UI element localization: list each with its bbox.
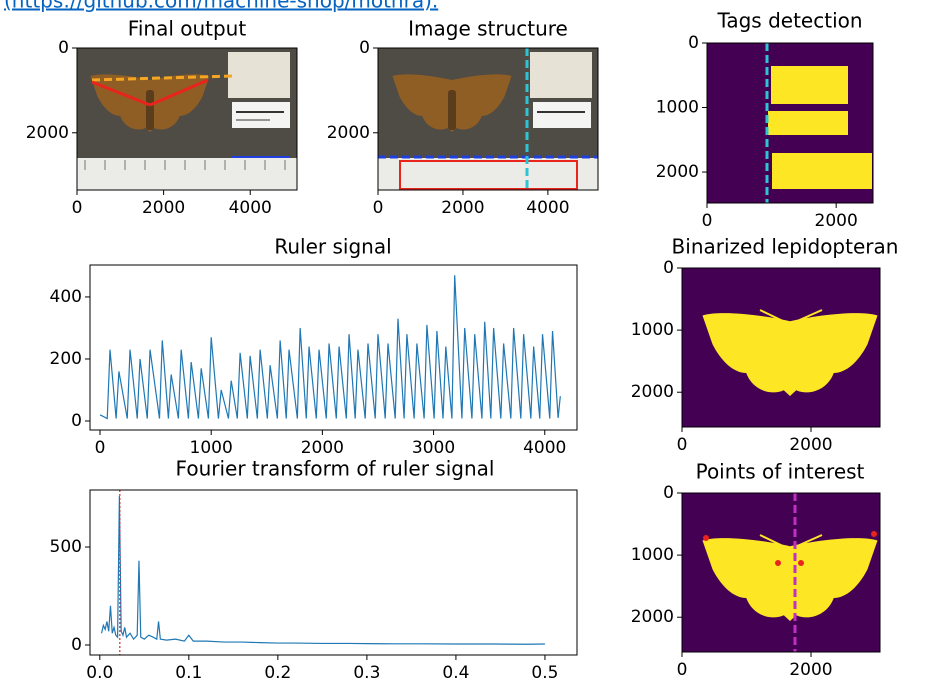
y-tick-label: 0 (359, 38, 370, 58)
chart-title: Binarized lepidopteran (672, 235, 899, 259)
y-tick-label: 2000 (631, 382, 674, 402)
header-link[interactable]: (https://github.com/machine-shop/mothra)… (4, 0, 438, 13)
y-tick-label: 500 (50, 537, 82, 557)
chart-title: Final output (128, 17, 247, 41)
x-tick-label: 2000 (789, 660, 832, 680)
y-tick-label: 0 (58, 38, 69, 58)
axes-frame (377, 47, 599, 191)
y-tick-label: 1000 (656, 98, 699, 118)
chart-title: Tags detection (716, 9, 862, 33)
y-tick-label: 200 (50, 349, 82, 369)
y-tick-label: 2000 (656, 162, 699, 182)
x-tick-label: 0.3 (353, 663, 380, 683)
line (99, 275, 561, 420)
y-tick-label: 2000 (631, 607, 674, 627)
x-tick-label: 0.5 (531, 663, 558, 683)
y-tick-label: 2000 (26, 123, 69, 143)
x-tick-label: 1000 (190, 438, 233, 458)
x-tick-label: 0 (95, 438, 106, 458)
x-tick-label: 0 (702, 211, 713, 231)
x-tick-label: 2000 (441, 198, 484, 218)
x-tick-label: 2000 (301, 438, 344, 458)
chart-title: Fourier transform of ruler signal (176, 457, 495, 481)
line (100, 496, 545, 645)
y-tick-label: 0 (71, 411, 82, 431)
y-tick-label: 0 (71, 635, 82, 655)
y-tick-label: 1000 (631, 545, 674, 565)
y-tick-label: 2000 (327, 123, 370, 143)
y-tick-label: 0 (663, 258, 674, 278)
y-tick-label: 0 (688, 33, 699, 53)
axes-frame (89, 264, 578, 431)
axes-frame (681, 492, 881, 653)
photo-final-output (77, 48, 297, 190)
photo-image-structure (378, 48, 598, 190)
y-tick-label: 1000 (631, 320, 674, 340)
axes-frame (76, 47, 298, 191)
axes-frame (706, 42, 874, 204)
binary-mask (682, 268, 880, 427)
x-tick-label: 0.2 (264, 663, 291, 683)
x-tick-label: 0 (72, 198, 83, 218)
x-tick-label: 4000 (229, 198, 272, 218)
x-tick-label: 2000 (789, 435, 832, 455)
x-tick-label: 0 (677, 660, 688, 680)
x-tick-label: 0 (373, 198, 384, 218)
x-tick-label: 0.4 (442, 663, 469, 683)
points-mask (682, 493, 880, 652)
x-tick-label: 3000 (412, 438, 455, 458)
y-tick-label: 400 (50, 287, 82, 307)
x-tick-label: 0.0 (86, 663, 113, 683)
x-tick-label: 2000 (815, 211, 858, 231)
x-tick-label: 4000 (526, 198, 569, 218)
tags-mask (707, 43, 873, 203)
x-tick-label: 0.1 (175, 663, 202, 683)
chart-title: Ruler signal (274, 235, 391, 259)
y-tick-label: 0 (663, 483, 674, 503)
x-tick-label: 4000 (523, 438, 566, 458)
chart-title: Image structure (408, 17, 568, 41)
x-tick-label: 0 (677, 435, 688, 455)
x-tick-label: 2000 (142, 198, 185, 218)
axes-frame (681, 267, 881, 428)
axes-frame (89, 489, 578, 656)
chart-title: Points of interest (696, 460, 865, 484)
